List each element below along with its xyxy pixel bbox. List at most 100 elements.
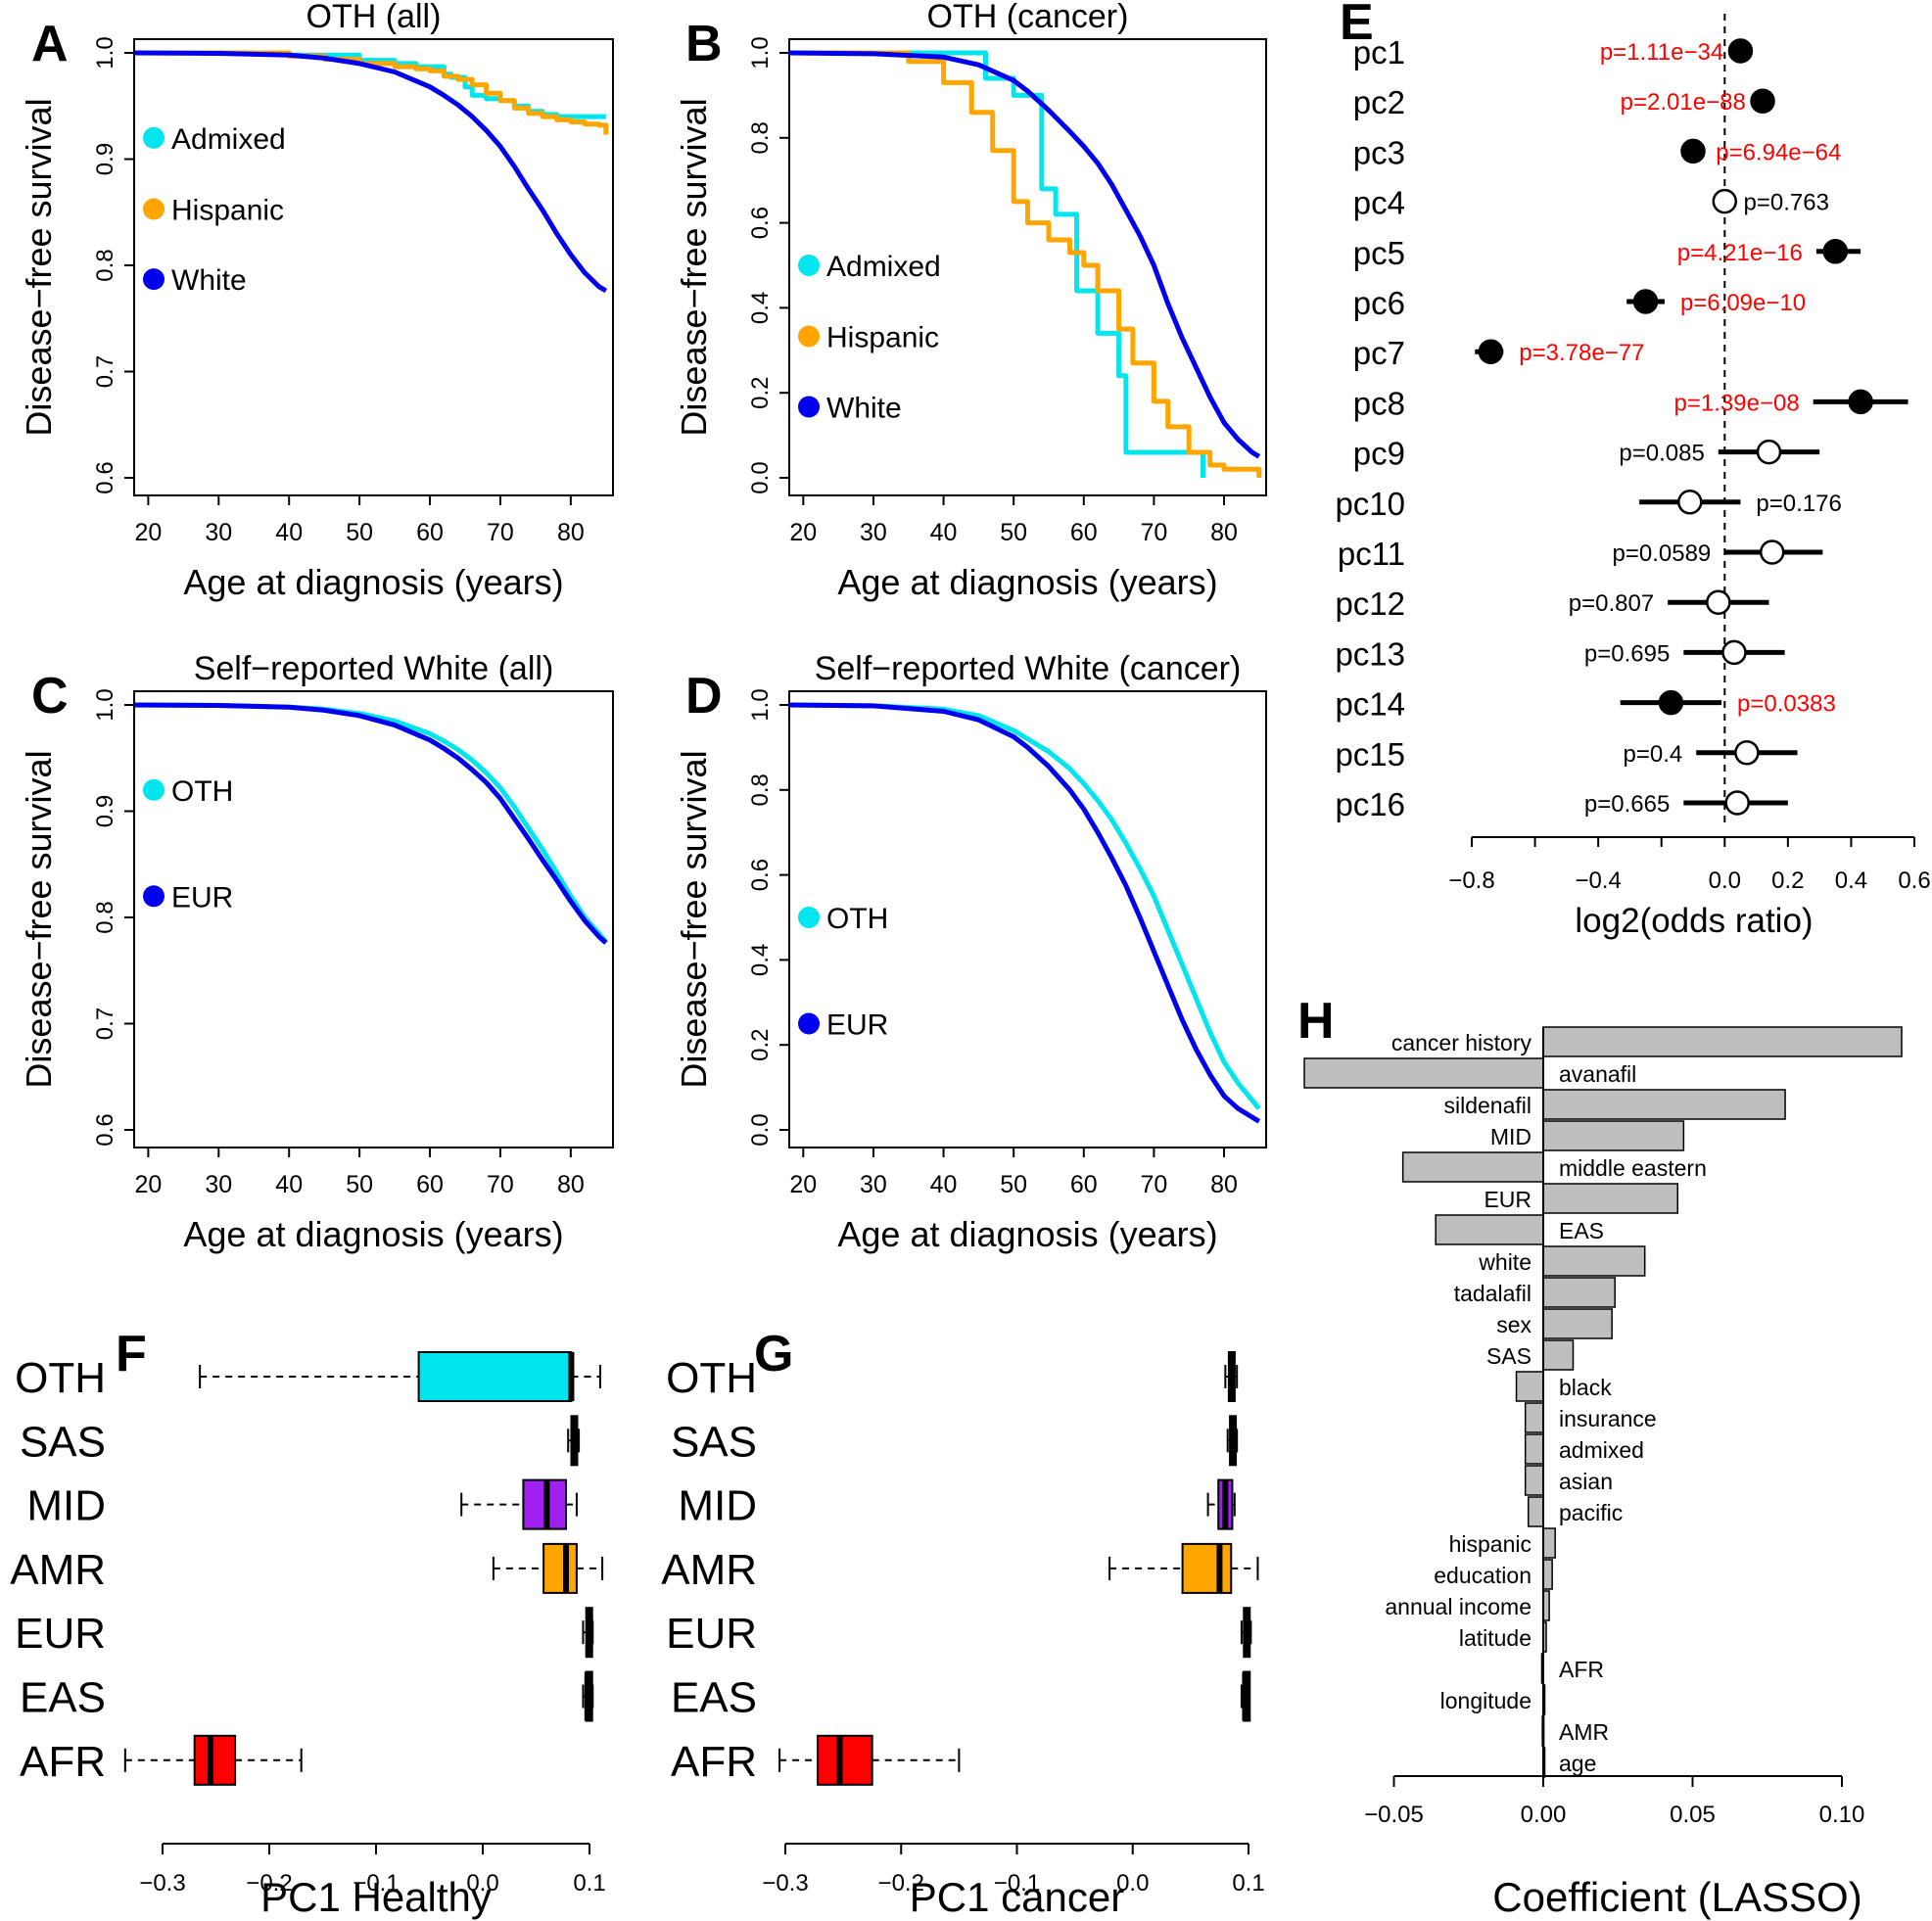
forest-row-pc6: pc6 p=6.09e−10 [1353,285,1806,321]
bar-eas [1435,1214,1544,1245]
x-tick-label: −0.8 [1448,867,1494,894]
bar-sas [1542,1339,1575,1371]
x-tick-label: 70 [1141,1171,1168,1198]
x-tick-label: −0.05 [1364,1802,1424,1828]
legend-label: White [826,393,902,425]
box-afr: AFR [20,1734,303,1786]
row-label: pc2 [1353,84,1405,120]
y-tick-label: 0.7 [92,355,118,388]
p-value-label: p=0.085 [1619,441,1704,467]
bar-label: middle eastern [1559,1155,1707,1181]
y-tick-label: 0.9 [92,795,118,827]
bar-label: black [1559,1375,1612,1400]
x-tick-label: 70 [487,519,514,546]
x-tick-label: 0.1 [573,1870,605,1897]
bar-sex [1542,1308,1613,1339]
point-estimate [1632,289,1659,314]
row-label: EUR [15,1610,106,1658]
x-tick-label: 40 [275,1171,303,1198]
p-value-label: p=0.695 [1584,640,1670,667]
legend-marker [798,1012,820,1035]
box-sas: SAS [20,1415,581,1467]
x-tick-label: 20 [134,519,162,546]
forest-row-pc14: pc14 p=0.0383 [1335,686,1835,723]
y-tick-label: 0.0 [747,1113,774,1146]
point-estimate [1750,88,1775,114]
survival-chart-C: Self−reported White (all) Age at diagnosi… [19,650,614,1254]
box-iqr [417,1351,573,1402]
p-value-label: p=4.21e−16 [1677,240,1803,266]
point-estimate [1706,589,1731,615]
p-value-label: p=0.176 [1756,491,1841,517]
legend-marker [798,907,820,928]
row-label: MID [26,1482,106,1530]
x-axis-label: Age at diagnosis (years) [837,1214,1217,1254]
survival-chart-D: Self−reported White (cancer) Age at diagn… [674,650,1267,1254]
row-label: pc1 [1353,34,1405,70]
bar-label: latitude [1459,1625,1531,1651]
y-tick-label: 0.8 [747,773,774,806]
bar-label: annual income [1385,1594,1531,1619]
y-tick-label: 1.0 [92,688,118,721]
legend-label: OTH [826,903,888,935]
series-line-white [788,50,1261,459]
x-axis-label: Age at diagnosis (years) [183,562,563,602]
row-label: pc11 [1338,536,1405,572]
row-label: SAS [20,1418,106,1466]
y-tick-label: 0.6 [92,461,118,493]
x-tick-label: 50 [346,1171,373,1198]
forest-row-pc4: pc4 p=0.763 [1353,185,1829,221]
x-tick-label: 50 [346,519,373,546]
bar-sildenafil [1542,1089,1786,1120]
x-tick-label: 0.10 [1819,1802,1865,1828]
x-tick-label: 60 [1070,519,1098,546]
row-label: SAS [671,1418,757,1466]
y-axis-label: Disease−free survival [674,750,714,1088]
legend-marker [798,325,820,348]
bar-mid [1542,1120,1685,1151]
x-axis-label: PC1 cancer [910,1874,1124,1920]
row-label: pc14 [1335,686,1405,723]
forest-row-pc5: pc5 p=4.21e−16 [1353,235,1861,271]
bar-label: SAS [1486,1343,1531,1369]
p-value-label: p=1.11e−34 [1600,39,1723,66]
x-tick-label: 20 [134,1171,162,1198]
row-label: pc13 [1335,635,1405,672]
p-value-label: p=6.94e−64 [1716,139,1841,165]
x-tick-label: 20 [789,1171,817,1198]
x-tick-label: 40 [930,519,958,546]
x-tick-label: 60 [416,1171,444,1198]
x-tick-label: −0.3 [762,1870,808,1897]
y-tick-label: 0.4 [747,944,774,976]
box-sas: SAS [671,1415,1239,1467]
x-axis-label: PC1 Healthy [260,1874,492,1920]
x-tick-label: 30 [205,1171,232,1198]
point-estimate [1727,38,1754,64]
x-axis-label: Age at diagnosis (years) [837,562,1217,602]
point-estimate [1822,239,1849,264]
box-eur: EUR [666,1607,1252,1659]
y-tick-label: 0.0 [747,461,774,493]
panel-letter: A [31,16,69,72]
bar-label: cancer history [1391,1030,1532,1055]
x-tick-label: 0.00 [1521,1802,1567,1828]
p-value-label: p=0.763 [1744,190,1829,216]
plot-frame [788,690,1267,1148]
point-estimate [1759,539,1785,565]
x-tick-label: −0.2 [878,1870,924,1897]
p-value-label: p=0.4 [1623,741,1682,768]
x-tick-label: 60 [416,519,444,546]
chart-title: Self−reported White (all) [194,650,554,687]
y-tick-label: 1.0 [92,36,118,69]
y-axis-label: Disease−free survival [19,98,59,436]
x-tick-label: 40 [930,1171,958,1198]
legend-label: EUR [826,1009,888,1042]
bar-label: AMR [1559,1719,1609,1745]
y-axis-label: Disease−free survival [19,750,59,1088]
box-afr: AFR [671,1734,961,1786]
box-iqr [817,1734,873,1786]
forest-row-pc7: pc7 p=3.78e−77 [1353,335,1645,371]
row-label: OTH [15,1354,106,1402]
x-tick-label: 50 [1000,1171,1027,1198]
